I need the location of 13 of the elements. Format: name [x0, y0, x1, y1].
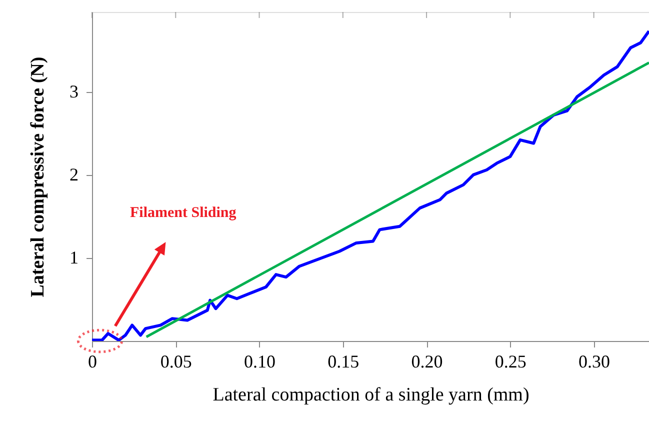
x-tick-label: 0.05: [160, 352, 192, 372]
y-axis-title: Lateral compressive force (N): [28, 56, 48, 298]
x-tick-label: 0.20: [411, 352, 443, 372]
y-tick-label: 2: [70, 164, 78, 184]
x-tick-label: 0.30: [578, 352, 610, 372]
x-axis-title: Lateral compaction of a single yarn (mm): [212, 384, 530, 406]
x-tick-label: 0.10: [244, 352, 276, 372]
x-tick-label: 0.15: [328, 352, 360, 372]
x-tick-label: 0.25: [494, 352, 526, 372]
y-tick-label: 1: [70, 247, 78, 268]
x-tick-label: 0: [88, 352, 97, 372]
y-tick-label: 3: [70, 81, 78, 102]
annotation: Filament Sliding: [130, 205, 237, 221]
